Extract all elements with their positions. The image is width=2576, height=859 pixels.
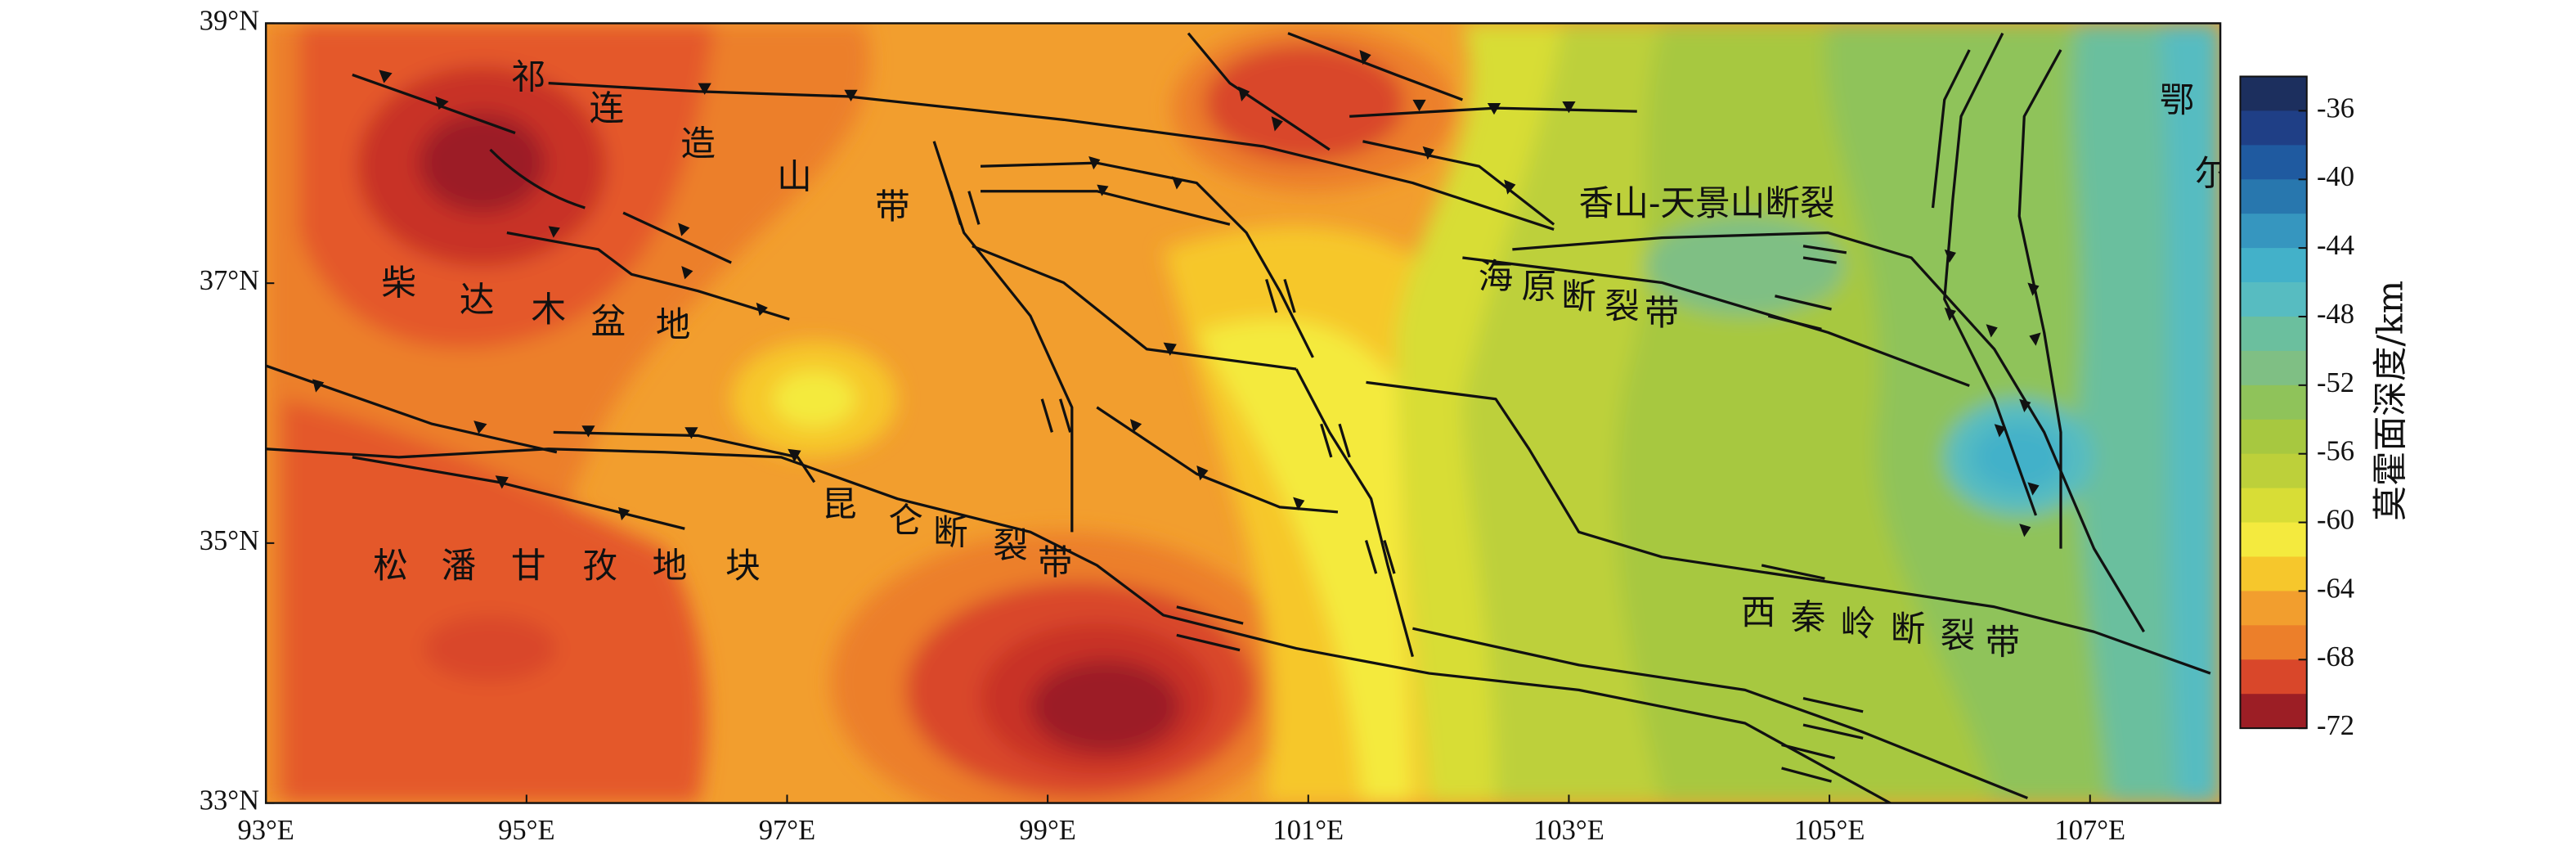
- colorbar-band: [2240, 145, 2307, 180]
- x-tick-label: 93°E: [237, 815, 294, 846]
- colorbar-band: [2240, 214, 2307, 249]
- moho-field: 祁连造山带 柴达木盆地 松潘甘孜地块 昆仑断裂带 海原断裂带 香山-天景山断裂 …: [266, 23, 2221, 803]
- colorbar-band: [2240, 110, 2307, 146]
- colorbar-tick-label: -44: [2317, 230, 2354, 261]
- colorbar-band: [2240, 350, 2307, 386]
- x-tick-label: 97°E: [759, 815, 815, 846]
- colorbar-band: [2240, 488, 2307, 524]
- x-tick-label: 95°E: [498, 815, 554, 846]
- colorbar-band: [2240, 248, 2307, 283]
- field-contours: [266, 23, 2221, 803]
- x-tick-label: 107°E: [2054, 815, 2125, 846]
- x-tick-label: 105°E: [1794, 815, 1865, 846]
- colorbar-band: [2240, 625, 2307, 660]
- colorbar-tick-label: -48: [2317, 299, 2354, 330]
- colorbar-tick-label: -36: [2317, 92, 2354, 124]
- colorbar-tick-label: -68: [2317, 641, 2354, 672]
- colorbar-tick-label: -40: [2317, 161, 2354, 192]
- x-tick-label: 101°E: [1272, 815, 1344, 846]
- place-label: 香山-天景山断裂: [1579, 183, 1835, 224]
- x-tick-label: 103°E: [1533, 815, 1604, 846]
- colorbar-band: [2240, 659, 2307, 695]
- colorbar-band: [2240, 591, 2307, 626]
- colorbar-label: 莫霍面深度/km: [2370, 281, 2411, 521]
- y-tick-label: 35°N: [200, 525, 259, 556]
- colorbar-tick-label: -64: [2317, 573, 2354, 604]
- colorbar-band: [2240, 522, 2307, 558]
- colorbar-frame: [2239, 75, 2308, 730]
- y-tick-label: 37°N: [200, 265, 259, 296]
- colorbar-tick-label: -72: [2317, 710, 2354, 741]
- colorbar-band: [2240, 419, 2307, 455]
- colorbar-tick-label: -52: [2317, 367, 2354, 398]
- colorbar-band: [2240, 282, 2307, 317]
- colorbar-tick-label: -56: [2317, 436, 2354, 467]
- colorbar-band: [2240, 179, 2307, 214]
- colorbar-band: [2240, 76, 2307, 112]
- colorbar-tick-label: -60: [2317, 504, 2354, 535]
- colorbar-band: [2240, 453, 2307, 489]
- x-tick-label: 99°E: [1019, 815, 1075, 846]
- y-tick-label: 33°N: [200, 785, 259, 816]
- colorbar-band: [2240, 385, 2307, 421]
- colorbar-band: [2240, 694, 2307, 729]
- y-tick-label: 39°N: [200, 5, 259, 36]
- map-frame: [264, 22, 2222, 804]
- colorbar-band: [2240, 556, 2307, 592]
- colorbar-band: [2240, 316, 2307, 352]
- faults: [266, 32, 2211, 803]
